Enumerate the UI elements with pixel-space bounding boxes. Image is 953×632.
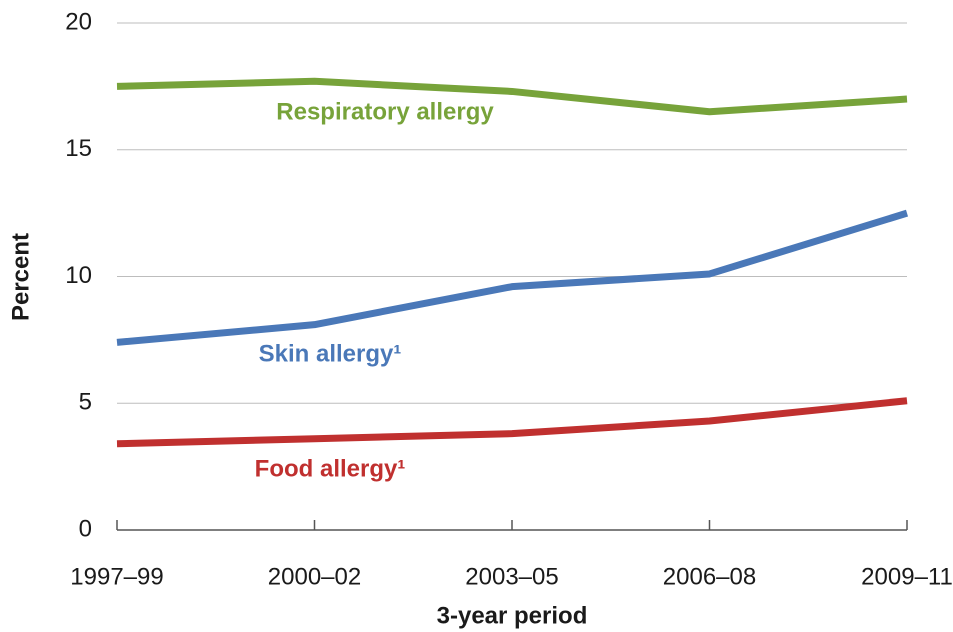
x-tick-label: 1997–99 — [70, 563, 163, 590]
x-axis-label: 3-year period — [437, 602, 588, 629]
y-tick-label: 20 — [65, 8, 92, 35]
x-tick-label: 2000–02 — [268, 563, 361, 590]
line-series — [116, 209, 909, 346]
x-tick-label: 2009–11 — [861, 563, 953, 590]
line-series — [116, 77, 908, 116]
x-tick-label: 2003–05 — [465, 563, 558, 590]
line-series — [116, 397, 908, 448]
y-tick-label: 5 — [79, 389, 92, 416]
series-label: Skin allergy¹ — [259, 340, 402, 367]
y-tick-label: 10 — [65, 262, 92, 289]
x-tick-label: 2006–08 — [663, 563, 756, 590]
y-tick-label: 15 — [65, 135, 92, 162]
series-label: Respiratory allergy — [276, 98, 494, 125]
y-axis-label: Percent — [7, 233, 34, 321]
series-label: Food allergy¹ — [255, 455, 406, 482]
y-tick-label: 0 — [79, 515, 92, 542]
